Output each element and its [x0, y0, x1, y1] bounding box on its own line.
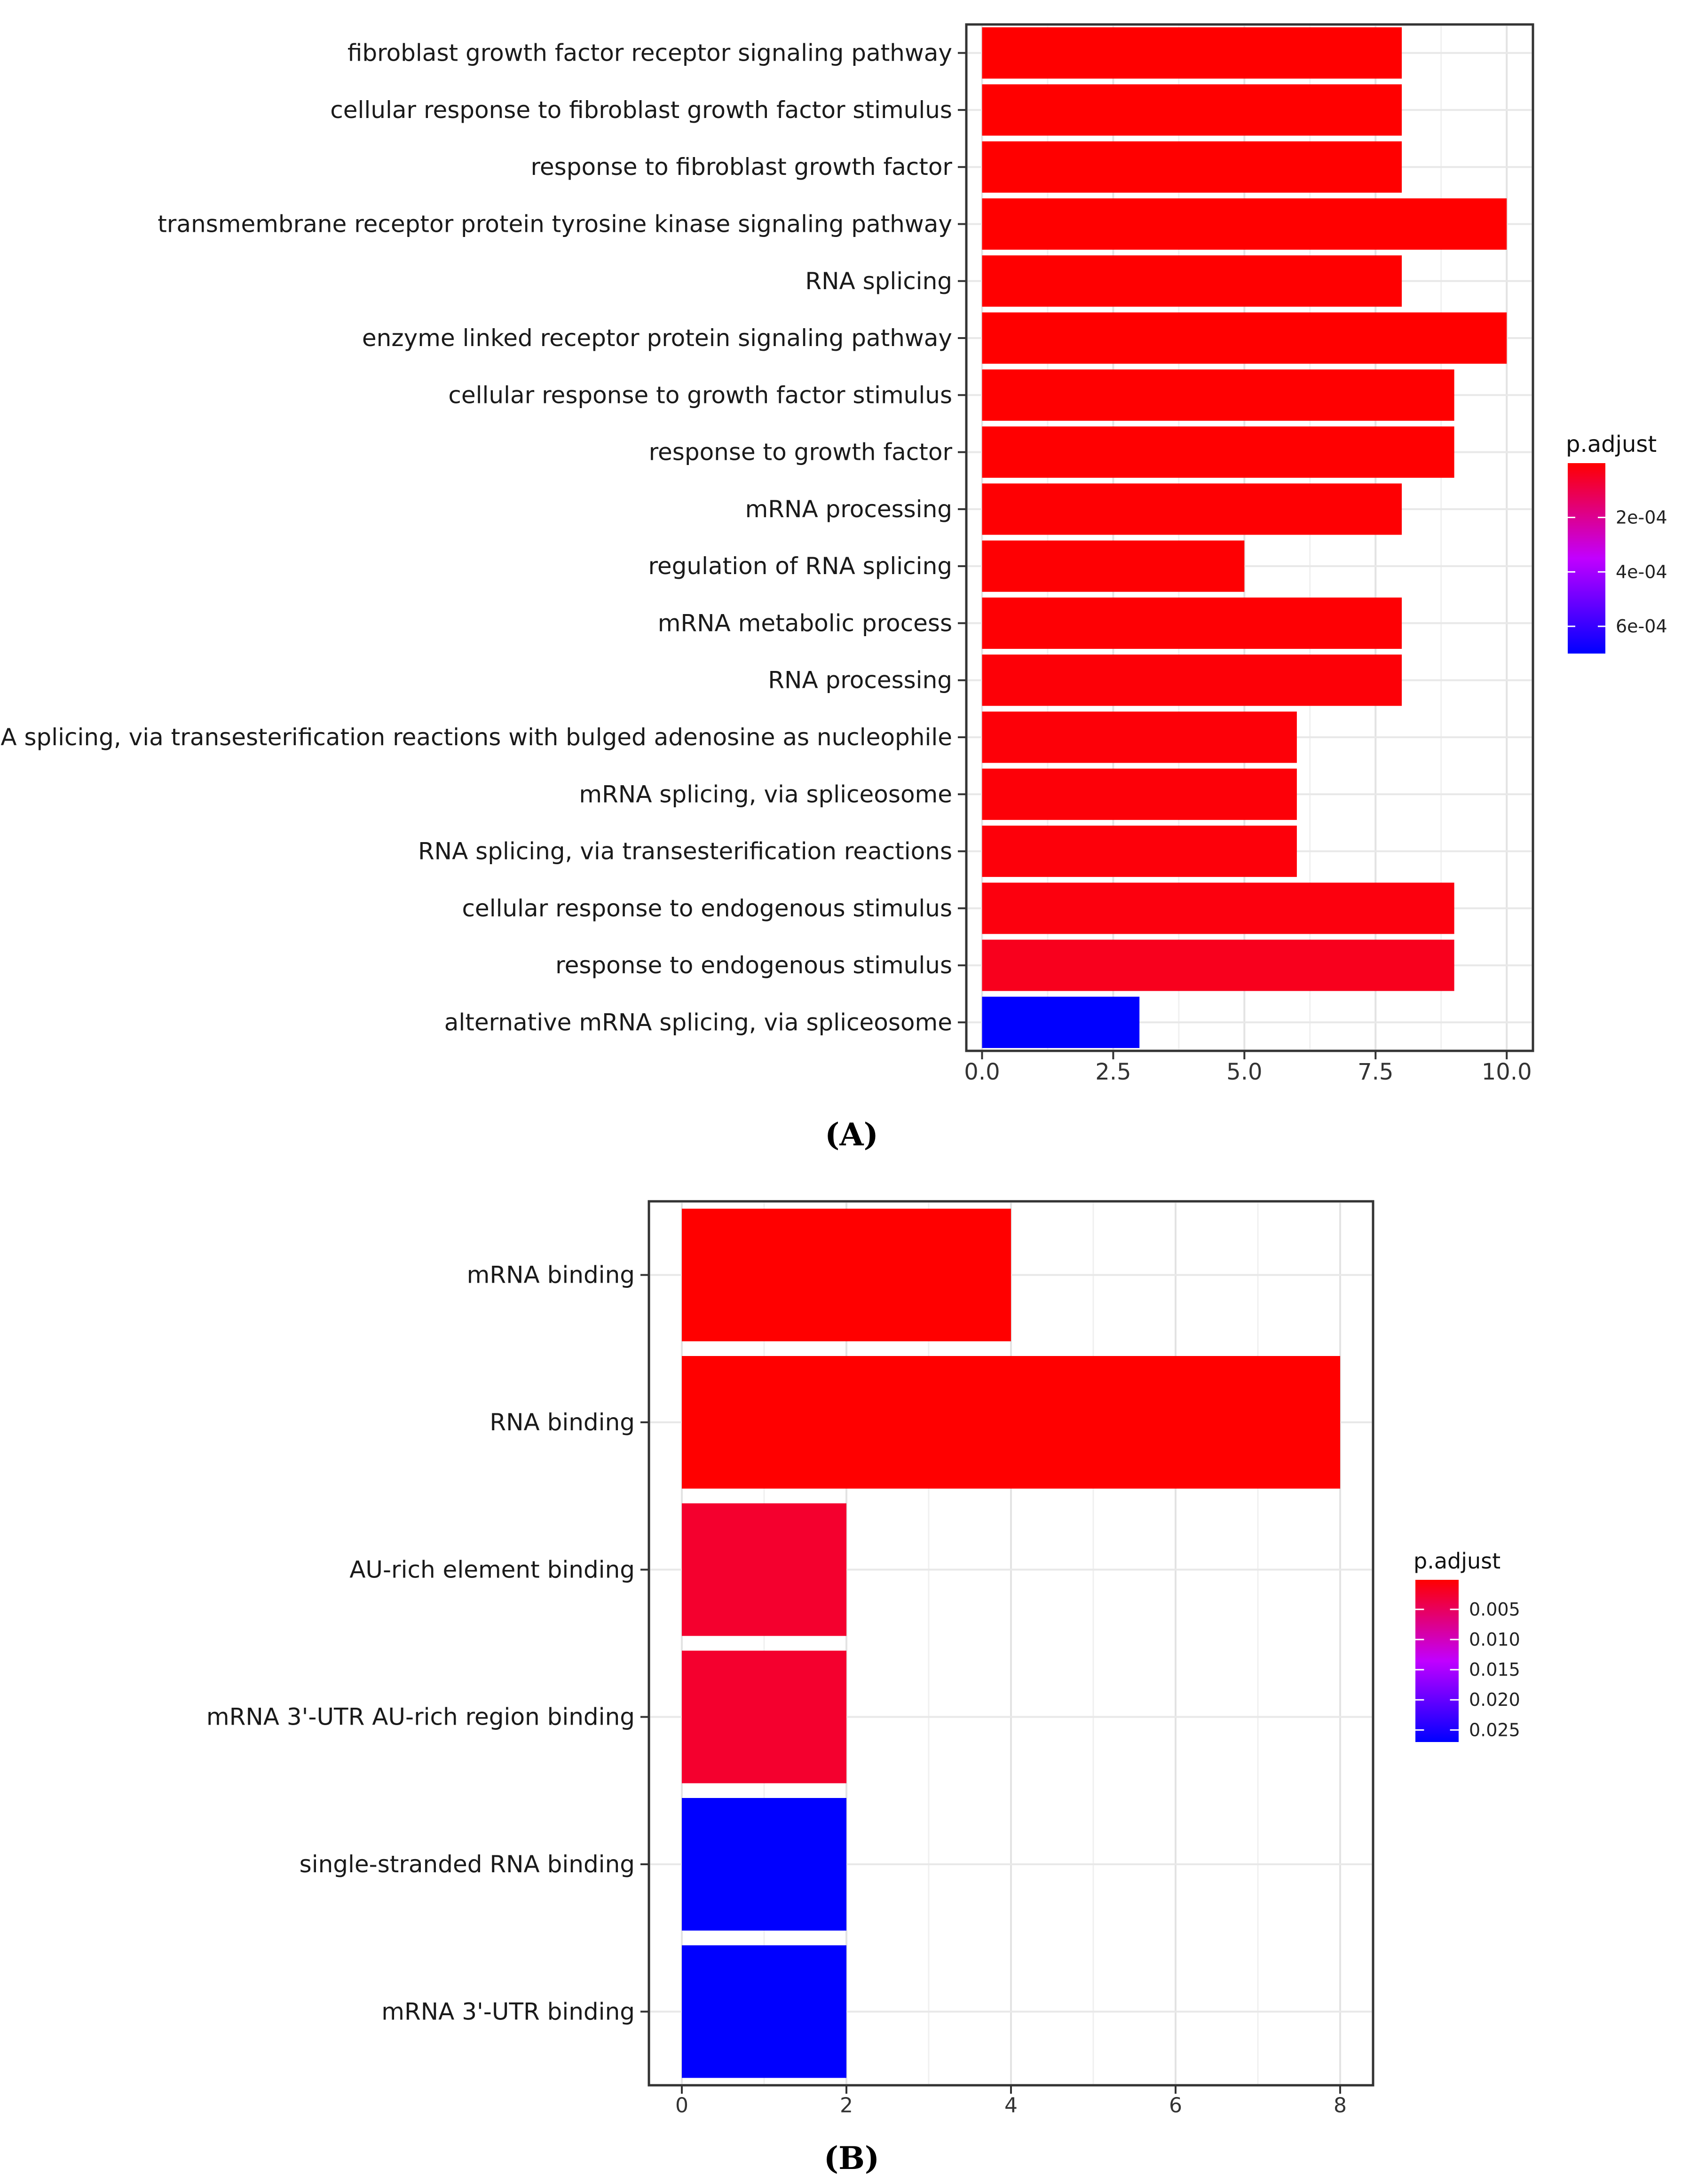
panel-a-colorbar — [1568, 463, 1605, 654]
panel-b-colorbar — [1415, 1580, 1459, 1742]
panel-a-category-label: alternative mRNA splicing, via spliceoso… — [444, 1009, 952, 1036]
panel-a-category-label: RNA processing — [768, 667, 952, 694]
panel-b-category-label: single-stranded RNA binding — [300, 1851, 635, 1878]
panel-b-category-labels: mRNA binding RNA binding AU-rich element b… — [206, 1262, 649, 2025]
panel-b-bar — [682, 1503, 846, 1636]
panel-a-category-label: mRNA splicing, via spliceosome — [579, 781, 952, 808]
panel-a-category-label: mRNA processing — [745, 496, 952, 523]
panel-a-bar — [982, 597, 1402, 649]
panel-b-gridlines — [650, 1203, 1372, 2084]
panel-a-bar — [982, 426, 1454, 478]
panel-b-x-tick-label: 6 — [1169, 2094, 1182, 2118]
panel-b-category-label: mRNA binding — [467, 1262, 635, 1289]
panel-a-bar — [982, 84, 1402, 136]
panel-a-category-label: mRNA metabolic process — [658, 609, 952, 637]
panel-b-legend-tick-label: 0.015 — [1469, 1659, 1520, 1680]
panel-a-legend-tick-label: 4e-04 — [1616, 561, 1667, 582]
panel-a-x-tick-label: 5.0 — [1226, 1059, 1262, 1085]
panel-a-bar — [982, 369, 1454, 421]
panel-a-bar — [982, 312, 1507, 364]
panel-b-legend-title: p.adjust — [1414, 1548, 1500, 1574]
panel-b-legend: p.adjust 0.005 0.010 0.015 0.020 0.025 — [1414, 1548, 1520, 1742]
panel-a-category-label: transmembrane receptor protein tyrosine … — [158, 210, 952, 237]
panel-b-x-tick-label: 2 — [840, 2094, 853, 2118]
panel-a-legend-tick-label: 2e-04 — [1616, 507, 1667, 528]
panel-a-plot-border — [965, 23, 1534, 1052]
panel-a-x-ticks: 0.0 2.5 5.0 7.5 10.0 — [964, 1051, 1532, 1085]
panel-b-x-ticks: 0 2 4 6 8 — [675, 2085, 1347, 2118]
panel-b-legend-tick-label: 0.025 — [1469, 1719, 1520, 1740]
panel-b-bar — [682, 1208, 1011, 1341]
panel-b-letter: (B) — [824, 2140, 879, 2176]
panel-a-bar — [982, 198, 1507, 250]
panel-a-category-label: fibroblast growth factor receptor signal… — [347, 39, 952, 67]
panel-b-category-label: AU-rich element binding — [349, 1556, 635, 1583]
panel-a-category-label: cellular response to growth factor stimu… — [448, 381, 952, 409]
panel-a-bars — [982, 27, 1507, 1048]
panel-a-x-tick-label: 2.5 — [1095, 1059, 1131, 1085]
panel-a-letter: (A) — [825, 1116, 878, 1153]
panel-a-bar — [982, 483, 1402, 535]
panel-b-legend-tick-label: 0.005 — [1469, 1599, 1520, 1620]
panel-b-bar — [682, 1356, 1340, 1489]
panel-b-x-tick-label: 8 — [1334, 2094, 1347, 2118]
panel-b-legend-tick-label: 0.020 — [1469, 1689, 1520, 1710]
panel-a-bar — [982, 27, 1402, 79]
panel-a-category-label: RNA splicing — [805, 268, 952, 295]
panel-a-bar — [982, 255, 1402, 307]
panel-b: mRNA binding RNA binding AU-rich element b… — [206, 1200, 1520, 2176]
panel-a-bar — [982, 825, 1297, 877]
panel-a-legend-tick-label: 6e-04 — [1616, 616, 1667, 637]
panel-b-category-label: RNA binding — [490, 1409, 635, 1436]
panel-a-category-label: RNA splicing, via transesterification re… — [418, 838, 952, 865]
panel-a-category-label: enzyme linked receptor protein signaling… — [362, 324, 952, 352]
panel-a-category-label: RNA splicing, via transesterification re… — [0, 724, 952, 751]
panel-a-bar — [982, 883, 1454, 934]
panel-b-category-label: mRNA 3'-UTR binding — [381, 1998, 635, 2025]
panel-b-x-tick-label: 0 — [675, 2094, 688, 2118]
panel-a-bar — [982, 654, 1402, 706]
panel-a-x-tick-label: 7.5 — [1358, 1059, 1393, 1085]
panel-a-legend: p.adjust 2e-04 4e-04 6e-04 — [1566, 431, 1667, 654]
panel-b-bars — [682, 1208, 1340, 2078]
panel-a-bar — [982, 141, 1402, 193]
panel-b-bar — [682, 1650, 846, 1783]
panel-b-bar — [682, 1798, 846, 1931]
panel-a-x-tick-label: 0.0 — [964, 1059, 1000, 1085]
panel-a-bar — [982, 939, 1454, 991]
panel-a-category-label: response to growth factor — [649, 439, 953, 466]
panel-a-category-label: response to endogenous stimulus — [555, 952, 952, 979]
panel-a: fibroblast growth factor receptor signal… — [0, 23, 1667, 1153]
panel-b-legend-tick-label: 0.010 — [1469, 1629, 1520, 1650]
panel-b-bar — [682, 1945, 846, 2078]
panel-a-category-label: response to fibroblast growth factor — [530, 153, 952, 181]
panel-a-category-label: regulation of RNA splicing — [648, 552, 952, 580]
panel-b-x-tick-label: 4 — [1004, 2094, 1018, 2118]
panel-a-bar — [982, 996, 1140, 1048]
panel-a-bar — [982, 711, 1297, 763]
panel-a-category-labels: fibroblast growth factor receptor signal… — [0, 39, 966, 1036]
panel-a-legend-title: p.adjust — [1566, 431, 1657, 457]
panel-a-category-label: cellular response to endogenous stimulus — [462, 895, 952, 922]
panel-a-bar — [982, 540, 1245, 592]
panel-a-x-tick-label: 10.0 — [1482, 1059, 1532, 1085]
panel-b-category-label: mRNA 3'-UTR AU-rich region binding — [206, 1703, 635, 1731]
panel-a-category-label: cellular response to fibroblast growth f… — [330, 96, 952, 124]
panel-a-bar — [982, 768, 1297, 820]
